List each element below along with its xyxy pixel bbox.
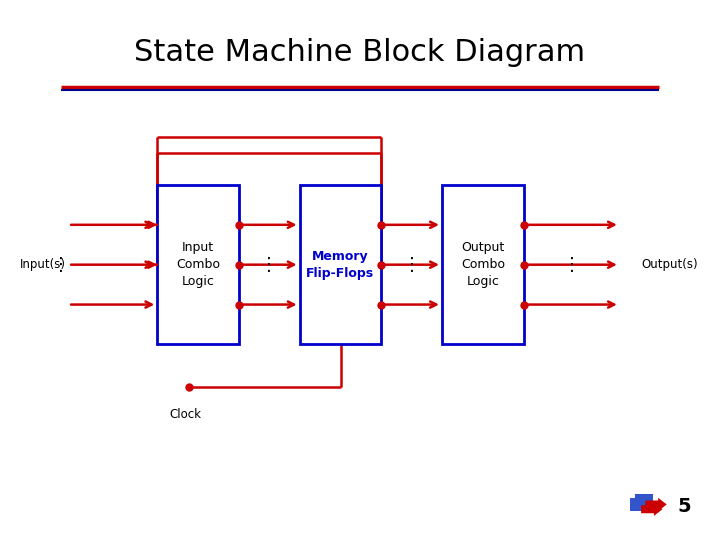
Bar: [442, 185, 523, 345]
Bar: [157, 185, 239, 345]
FancyArrow shape: [645, 498, 667, 511]
Text: ⋮: ⋮: [52, 255, 70, 274]
Bar: [300, 185, 382, 345]
Bar: [636, 494, 653, 508]
Text: Input(s): Input(s): [20, 258, 66, 271]
Text: ⋮: ⋮: [402, 255, 420, 274]
FancyArrow shape: [641, 503, 662, 516]
Text: ⋮: ⋮: [563, 255, 581, 274]
Text: Memory
Flip-Flops: Memory Flip-Flops: [307, 249, 374, 280]
Text: Clock: Clock: [170, 408, 202, 421]
Text: State Machine Block Diagram: State Machine Block Diagram: [135, 37, 585, 66]
Text: Input
Combo
Logic: Input Combo Logic: [176, 241, 220, 288]
Text: ⋮: ⋮: [260, 255, 278, 274]
Bar: [631, 497, 648, 511]
Text: 5: 5: [677, 497, 690, 516]
Text: Output
Combo
Logic: Output Combo Logic: [461, 241, 505, 288]
Text: Output(s): Output(s): [642, 258, 698, 271]
